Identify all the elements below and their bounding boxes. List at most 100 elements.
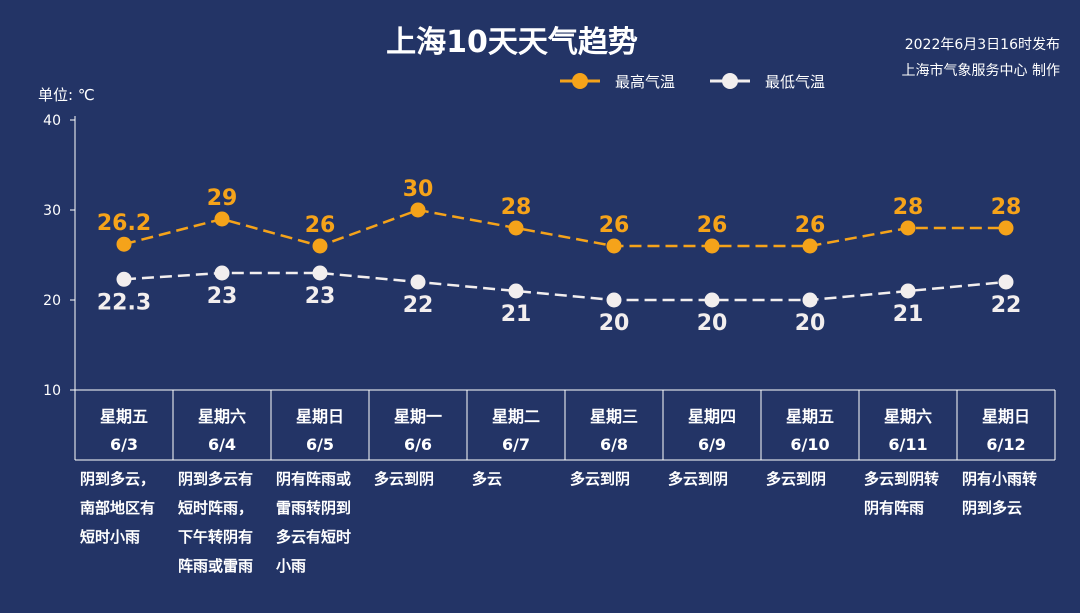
publish-time: 2022年6月3日16时发布 xyxy=(905,37,1060,53)
weather-text: 阴有阵雨或 xyxy=(276,470,351,488)
series-high: 26.2 29 26 30 28 26 26 26 28 28 xyxy=(97,177,1021,254)
data-label: 22 xyxy=(991,293,1022,318)
data-label: 26 xyxy=(795,213,826,238)
data-label: 28 xyxy=(501,195,532,220)
data-point xyxy=(508,220,524,236)
data-label: 20 xyxy=(795,311,826,336)
data-label: 30 xyxy=(403,177,434,202)
date-label: 6/6 xyxy=(404,435,432,454)
data-point xyxy=(508,283,524,299)
weekday-label: 星期一 xyxy=(394,407,442,426)
legend: 最高气温 最低气温 xyxy=(560,73,825,91)
weather-text: 多云到阴 xyxy=(766,470,826,488)
data-point xyxy=(312,265,328,281)
legend-swatch-marker xyxy=(572,73,588,89)
data-point xyxy=(410,274,426,290)
data-label: 23 xyxy=(207,284,238,309)
chart-title: 上海10天天气趋势 xyxy=(386,25,638,60)
date-label: 6/3 xyxy=(110,435,138,454)
data-point xyxy=(704,238,720,254)
weather-text: 多云有短时 xyxy=(276,528,351,546)
data-label: 26.2 xyxy=(97,211,151,236)
date-label: 6/12 xyxy=(986,435,1025,454)
weekday-label: 星期二 xyxy=(492,407,540,426)
date-label: 6/4 xyxy=(208,435,236,454)
y-tick-label: 30 xyxy=(43,203,61,219)
data-point xyxy=(900,220,916,236)
y-tick-label: 10 xyxy=(43,383,61,399)
weather-text: 南部地区有 xyxy=(80,499,155,517)
series-line xyxy=(123,208,1006,248)
data-label: 21 xyxy=(893,302,924,327)
weekday-label: 星期日 xyxy=(296,407,344,426)
weekday-label: 星期五 xyxy=(100,407,148,426)
weekday-label: 星期日 xyxy=(982,407,1030,426)
y-axis-unit: 单位: ℃ xyxy=(38,86,95,104)
weather-text: 短时阵雨， xyxy=(178,499,253,517)
data-point xyxy=(606,238,622,254)
weather-text: 阴有小雨转 xyxy=(962,470,1037,488)
weather-text: 多云到阴 xyxy=(374,470,434,488)
data-point xyxy=(312,238,328,254)
weather-text: 阴到多云， xyxy=(80,470,155,488)
data-point xyxy=(802,238,818,254)
data-label: 20 xyxy=(599,311,630,336)
weekday-label: 星期六 xyxy=(198,407,246,426)
series-line xyxy=(123,271,1007,302)
data-point xyxy=(998,274,1014,290)
weather-text: 阵雨或雷雨 xyxy=(178,557,253,575)
legend-label: 最低气温 xyxy=(765,73,825,91)
publisher: 上海市气象服务中心 制作 xyxy=(902,62,1060,79)
y-tick-label: 40 xyxy=(43,113,61,129)
data-point xyxy=(214,211,230,227)
data-point xyxy=(116,271,132,287)
data-point xyxy=(606,292,622,308)
data-point xyxy=(998,220,1014,236)
weather-text: 阴到多云有 xyxy=(178,470,253,488)
data-label: 22 xyxy=(403,293,434,318)
data-label: 22.3 xyxy=(97,290,151,315)
data-label: 23 xyxy=(305,284,336,309)
axes: 10 20 30 40 xyxy=(43,113,1055,399)
data-label: 28 xyxy=(893,195,924,220)
date-label: 6/9 xyxy=(698,435,726,454)
data-label: 20 xyxy=(697,311,728,336)
weather-text: 阴到多云 xyxy=(962,499,1022,517)
weekday-label: 星期五 xyxy=(786,407,834,426)
data-point xyxy=(214,265,230,281)
data-point xyxy=(410,202,426,218)
date-label: 6/7 xyxy=(502,435,530,454)
data-label: 21 xyxy=(501,302,532,327)
legend-label: 最高气温 xyxy=(615,73,675,91)
data-point xyxy=(704,292,720,308)
data-label: 28 xyxy=(991,195,1022,220)
weather-text: 多云 xyxy=(472,470,502,488)
date-label: 6/8 xyxy=(600,435,628,454)
weather-text: 短时小雨 xyxy=(80,528,140,546)
data-point xyxy=(116,236,132,252)
weather-text: 多云到阴转 xyxy=(864,470,939,488)
weather-text: 阴有阵雨 xyxy=(864,499,924,517)
weekday-label: 星期四 xyxy=(688,407,736,426)
date-label: 6/10 xyxy=(790,435,829,454)
weekday-label: 星期三 xyxy=(590,407,638,426)
data-label: 26 xyxy=(697,213,728,238)
date-label: 6/11 xyxy=(888,435,927,454)
weather-text: 小雨 xyxy=(276,557,306,575)
data-label: 26 xyxy=(305,213,336,238)
weather-text: 多云到阴 xyxy=(570,470,630,488)
weather-text: 下午转阴有 xyxy=(178,528,253,546)
y-tick-label: 20 xyxy=(43,293,61,309)
date-label: 6/5 xyxy=(306,435,334,454)
series-low: 22.3 23 23 22 21 20 20 20 21 22 xyxy=(97,265,1022,336)
weekday-label: 星期六 xyxy=(884,407,932,426)
weather-text: 雷雨转阴到 xyxy=(276,499,351,517)
data-point xyxy=(802,292,818,308)
data-label: 26 xyxy=(599,213,630,238)
data-label: 29 xyxy=(207,186,238,211)
weather-text: 多云到阴 xyxy=(668,470,728,488)
data-point xyxy=(900,283,916,299)
legend-swatch-marker xyxy=(722,73,738,89)
